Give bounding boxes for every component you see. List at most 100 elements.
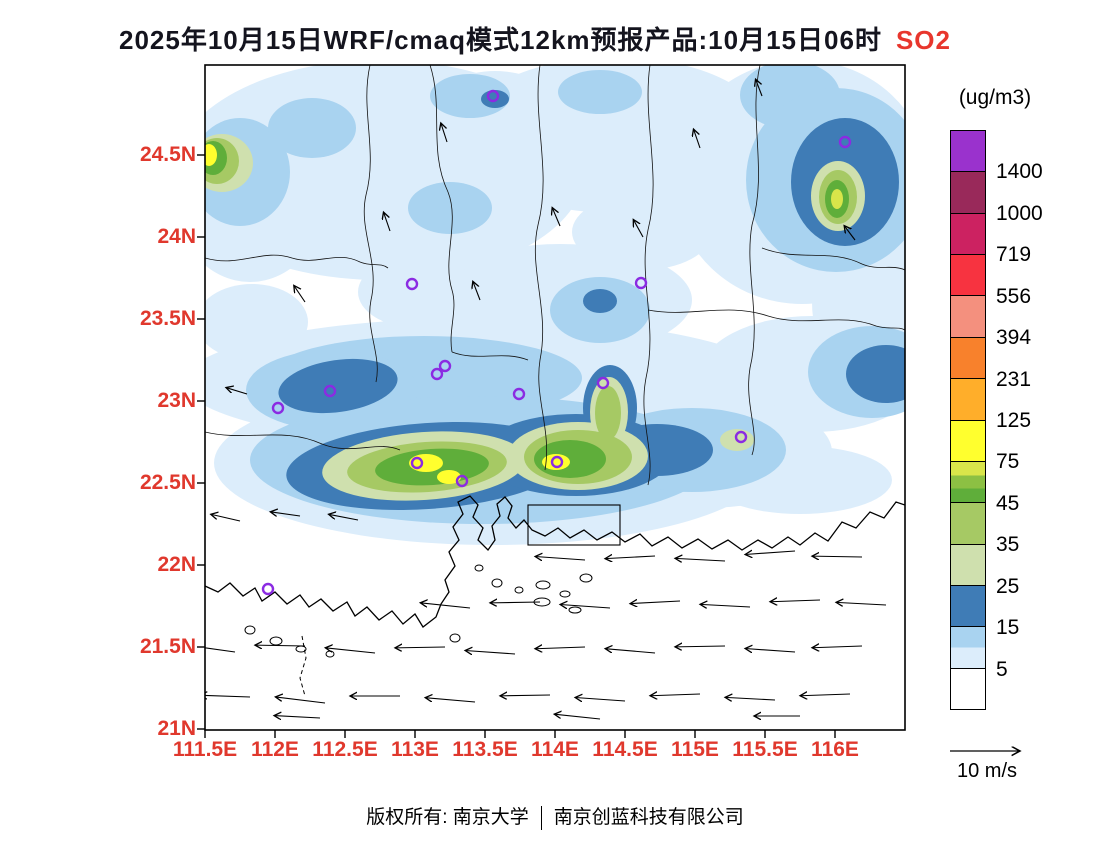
legend-value-label: 394: [996, 326, 1032, 350]
station-marker-circle: [271, 401, 285, 415]
station-marker-circle: [438, 359, 452, 373]
wind-arrow: [473, 281, 481, 301]
wind-arrow: [675, 646, 726, 647]
wind-arrow: [205, 695, 251, 697]
wind-arrow: [605, 649, 656, 654]
wind-arrow: [844, 226, 856, 241]
legend-band: [951, 337, 985, 380]
wind-arrow: [226, 388, 248, 395]
legend-value-label: 25: [996, 574, 1020, 598]
legend-value-label: 556: [996, 284, 1032, 308]
station-marker-circle: [596, 376, 610, 390]
wind-arrow: [630, 601, 681, 604]
legend-band: [951, 172, 985, 214]
station-marker-circle: [430, 367, 444, 381]
station-marker-circle: [323, 384, 337, 398]
station-marker-circle: [455, 474, 469, 488]
lat-tick-label: 24N: [157, 225, 196, 248]
station-marker-circle: [838, 135, 852, 149]
wind-arrow: [575, 698, 626, 701]
footer-company: 南京创蓝科技有限公司: [553, 807, 744, 828]
wind-arrow: [425, 698, 476, 703]
wind-arrow-layer: [205, 79, 887, 720]
wind-arrow: [552, 208, 561, 227]
wind-arrow: [650, 694, 701, 696]
wind-arrow: [700, 604, 751, 607]
station-marker-circle: [486, 89, 500, 103]
legend-band: [951, 585, 985, 628]
lat-axis: 24.5N 24N 23.5N 23N 22.5N 22N 21.5N 21N: [128, 0, 198, 850]
legend-band: [951, 544, 985, 586]
legend-band: [951, 379, 985, 421]
wind-arrow: [693, 129, 701, 149]
wind-arrow: [441, 123, 448, 143]
wind-arrow: [395, 647, 446, 648]
legend-band: [951, 213, 985, 256]
wind-scale-label: 10 m/s: [956, 760, 1018, 782]
legend-band: [951, 668, 985, 710]
wind-arrow: [274, 716, 321, 718]
lat-tick-label: 23.5N: [139, 307, 196, 330]
wind-arrow: [745, 649, 796, 652]
legend-band: [951, 296, 985, 338]
wind-arrow: [294, 285, 306, 303]
lat-tick-label: 22N: [157, 553, 196, 576]
wind-arrow: [812, 556, 863, 557]
legend-title: (ug/m3): [958, 86, 1032, 109]
wind-arrow: [275, 697, 326, 704]
wind-arrow: [812, 646, 863, 648]
legend-band: [951, 503, 985, 545]
wind-arrow: [675, 558, 726, 561]
legend-band: [951, 420, 985, 462]
legend-value-label: 45: [996, 491, 1020, 515]
station-marker-circle: [734, 430, 748, 444]
legend-value-label: 5: [996, 657, 1008, 681]
contour-fill-layer: [205, 65, 905, 545]
title-text: 2025年10月15日WRF/cmaq模式12km预报产品:10月15日06时: [119, 25, 882, 55]
station-marker-circle: [634, 276, 648, 290]
wind-arrow: [211, 514, 241, 522]
wind-arrow: [745, 551, 796, 554]
wind-arrow: [490, 602, 541, 603]
wind-arrow: [800, 694, 851, 696]
wind-arrow: [770, 600, 821, 602]
lat-tick-label: 23N: [157, 389, 196, 412]
lat-tick-label: 24.5N: [139, 143, 196, 166]
legend-value-label: 125: [996, 409, 1032, 432]
legend-value-label: 15: [996, 616, 1020, 640]
station-marker-circle: [410, 456, 424, 470]
wind-arrow: [420, 603, 471, 609]
legend-value-label: 719: [996, 243, 1032, 267]
copyright-footer: 版权所有: 南京大学 南京创蓝科技有限公司: [205, 802, 905, 830]
wind-arrow: [255, 645, 306, 646]
wind-arrow: [535, 647, 586, 649]
wind-arrow: [329, 514, 359, 521]
wind-arrow: [554, 714, 601, 720]
coastline: [205, 495, 905, 697]
legend-band: [951, 461, 985, 504]
hk-region-box: [527, 504, 621, 546]
legend-band: [951, 131, 985, 173]
map-frame: [204, 64, 906, 731]
station-markers: [261, 89, 852, 596]
wind-arrow: [756, 79, 763, 97]
legend-colorbar: [950, 130, 986, 710]
axis-ticks: [197, 154, 836, 738]
wind-arrow: [325, 648, 376, 654]
legend-value-label: 231: [996, 367, 1032, 391]
admin-boundaries: [205, 65, 905, 486]
wind-arrow: [633, 220, 644, 238]
station-marker-circle: [512, 387, 526, 401]
legend-value-label: 1000: [996, 201, 1043, 225]
wind-arrow: [465, 651, 516, 654]
legend-band: [951, 255, 985, 297]
wind-arrow: [725, 697, 776, 700]
legend-value-labels: 1400 1000 719 556 394 231 125 75 45 35 25 15 5: [996, 130, 1086, 710]
footer-owner: 版权所有: 南京大学: [366, 807, 529, 828]
lat-tick-label: 22.5N: [139, 471, 196, 494]
figure-title: 2025年10月15日WRF/cmaq模式12km预报产品:10月15日06时 S…: [0, 20, 1070, 57]
station-marker-circle: [405, 277, 419, 291]
legend-value-label: 75: [996, 450, 1020, 474]
